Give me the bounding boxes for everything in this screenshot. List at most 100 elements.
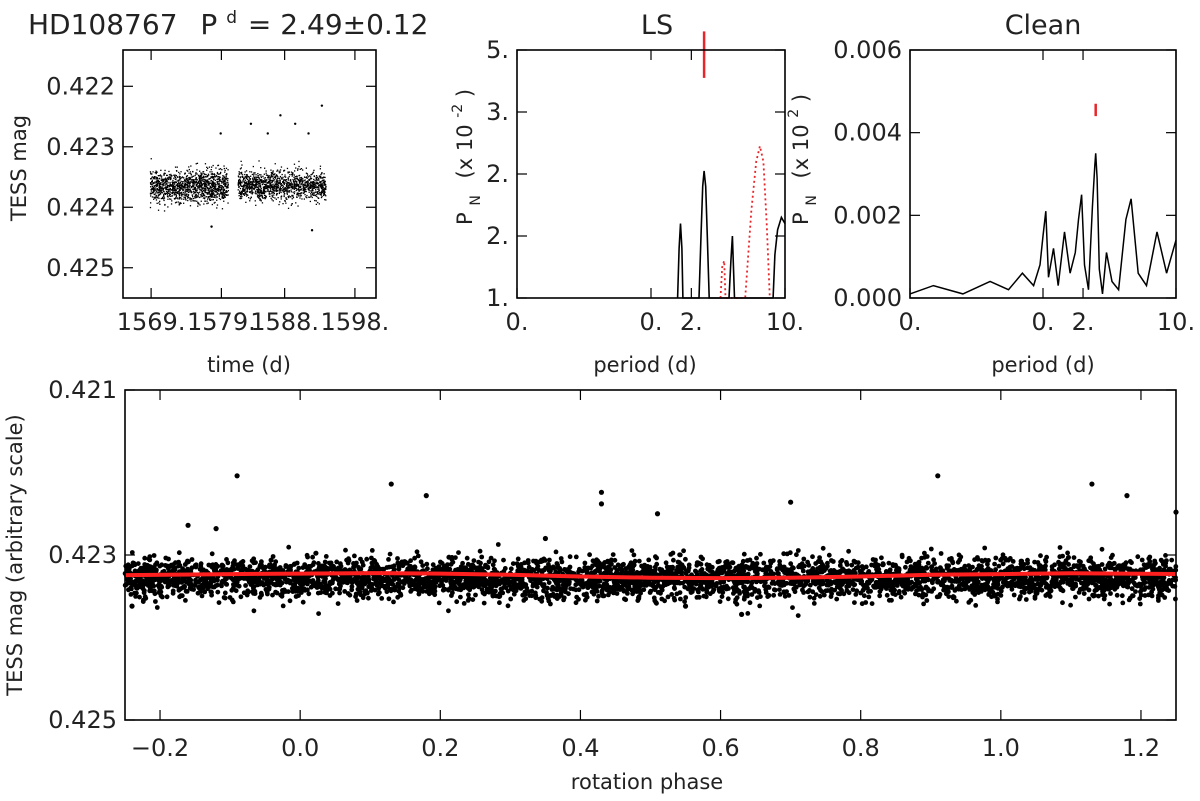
phase-point xyxy=(177,563,183,568)
lightcurve-point xyxy=(165,188,167,191)
lightcurve-point xyxy=(196,162,199,164)
lightcurve-point xyxy=(216,171,219,174)
lightcurve-point xyxy=(249,182,252,184)
phase-point xyxy=(203,575,208,581)
lightcurve-point xyxy=(182,189,184,191)
lightcurve-point xyxy=(223,193,225,195)
lightcurve-point xyxy=(321,185,323,187)
lightcurve-point xyxy=(317,197,319,199)
lightcurve-point xyxy=(178,189,180,191)
lightcurve-point xyxy=(190,185,193,188)
lightcurve-point xyxy=(311,187,313,189)
phase-point xyxy=(925,560,931,566)
lightcurve-point xyxy=(186,195,188,198)
phase-point xyxy=(813,592,819,597)
lightcurve-point xyxy=(197,205,199,207)
lightcurve-point xyxy=(270,171,272,174)
lightcurve-point xyxy=(197,201,199,204)
lightcurve-point xyxy=(240,182,242,184)
lightcurve-point xyxy=(286,167,289,170)
phase-point xyxy=(1007,564,1013,570)
lightcurve-point xyxy=(186,188,188,191)
lightcurve-point xyxy=(200,181,202,183)
lightcurve-point xyxy=(205,196,207,198)
lightcurve-point xyxy=(314,185,316,187)
lightcurve-point xyxy=(314,195,317,197)
lightcurve-point xyxy=(249,183,252,186)
lightcurve-point xyxy=(250,175,252,177)
lightcurve-point xyxy=(257,196,259,198)
lightcurve-point xyxy=(219,176,221,178)
lightcurve-point xyxy=(274,173,276,175)
lightcurve-point xyxy=(203,203,205,205)
lightcurve-point xyxy=(215,174,218,177)
lightcurve-point xyxy=(323,182,325,184)
lightcurve-point xyxy=(161,178,164,180)
lightcurve-point xyxy=(237,183,239,185)
clean-xtick-label: 0. xyxy=(1032,308,1055,336)
lightcurve-point xyxy=(159,187,161,189)
lightcurve-point xyxy=(297,193,299,195)
lightcurve-point xyxy=(222,180,224,183)
lightcurve-point xyxy=(211,173,213,175)
lightcurve-point xyxy=(276,187,278,189)
lightcurve-point xyxy=(253,186,255,188)
lightcurve-point xyxy=(185,186,187,188)
lightcurve-point xyxy=(305,177,307,179)
lightcurve-point xyxy=(255,183,257,185)
phase-point xyxy=(819,569,825,575)
lightcurve-xtick-label: 1569. xyxy=(117,308,186,336)
lightcurve-point xyxy=(179,203,181,205)
lightcurve-point xyxy=(255,174,257,176)
lightcurve-point xyxy=(287,190,289,192)
lightcurve-point xyxy=(256,181,258,184)
lightcurve-point xyxy=(180,187,182,189)
lightcurve-point xyxy=(276,170,278,172)
lightcurve-point xyxy=(210,194,212,196)
lightcurve-point xyxy=(154,187,156,189)
lightcurve-point xyxy=(194,188,197,190)
lightcurve-point xyxy=(318,190,320,192)
lightcurve-point xyxy=(290,196,292,198)
lightcurve-point xyxy=(321,172,323,174)
lightcurve-point xyxy=(171,181,173,183)
lightcurve-point xyxy=(178,197,180,199)
lightcurve-point xyxy=(260,190,262,192)
lightcurve-point xyxy=(271,192,273,194)
phase-point xyxy=(719,594,725,599)
phase-point xyxy=(1085,581,1091,587)
lightcurve-point xyxy=(318,175,321,177)
lightcurve-point xyxy=(202,171,204,173)
lightcurve-point xyxy=(189,191,191,193)
lightcurve-point xyxy=(174,188,176,190)
lightcurve-point xyxy=(222,186,224,188)
lightcurve-point xyxy=(309,185,312,187)
lightcurve-point xyxy=(159,203,161,205)
lightcurve-point xyxy=(169,181,171,184)
lightcurve-point xyxy=(255,178,257,180)
lightcurve-point xyxy=(189,197,191,199)
lightcurve-point xyxy=(301,182,303,184)
lightcurve-point xyxy=(167,198,169,200)
lightcurve-point xyxy=(299,168,301,170)
lightcurve-point xyxy=(195,193,197,195)
lightcurve-point xyxy=(272,188,274,191)
lightcurve-point xyxy=(159,194,161,196)
phase-point xyxy=(477,548,483,554)
lightcurve-point xyxy=(216,181,218,183)
phase-point xyxy=(854,588,860,594)
lightcurve-point xyxy=(317,183,320,185)
ls-xtick-label: 2. xyxy=(680,308,703,336)
lightcurve-point xyxy=(289,174,291,176)
lightcurve-point xyxy=(215,187,217,189)
lightcurve-point xyxy=(274,177,277,179)
phase-point xyxy=(337,590,342,596)
lightcurve-point xyxy=(202,182,204,185)
lightcurve-point xyxy=(317,187,319,189)
lightcurve-point xyxy=(196,179,198,181)
lightcurve-point xyxy=(173,190,175,192)
lightcurve-point xyxy=(175,184,177,187)
lightcurve-point xyxy=(285,198,287,200)
lightcurve-point xyxy=(273,186,275,188)
lightcurve-point xyxy=(254,185,256,187)
